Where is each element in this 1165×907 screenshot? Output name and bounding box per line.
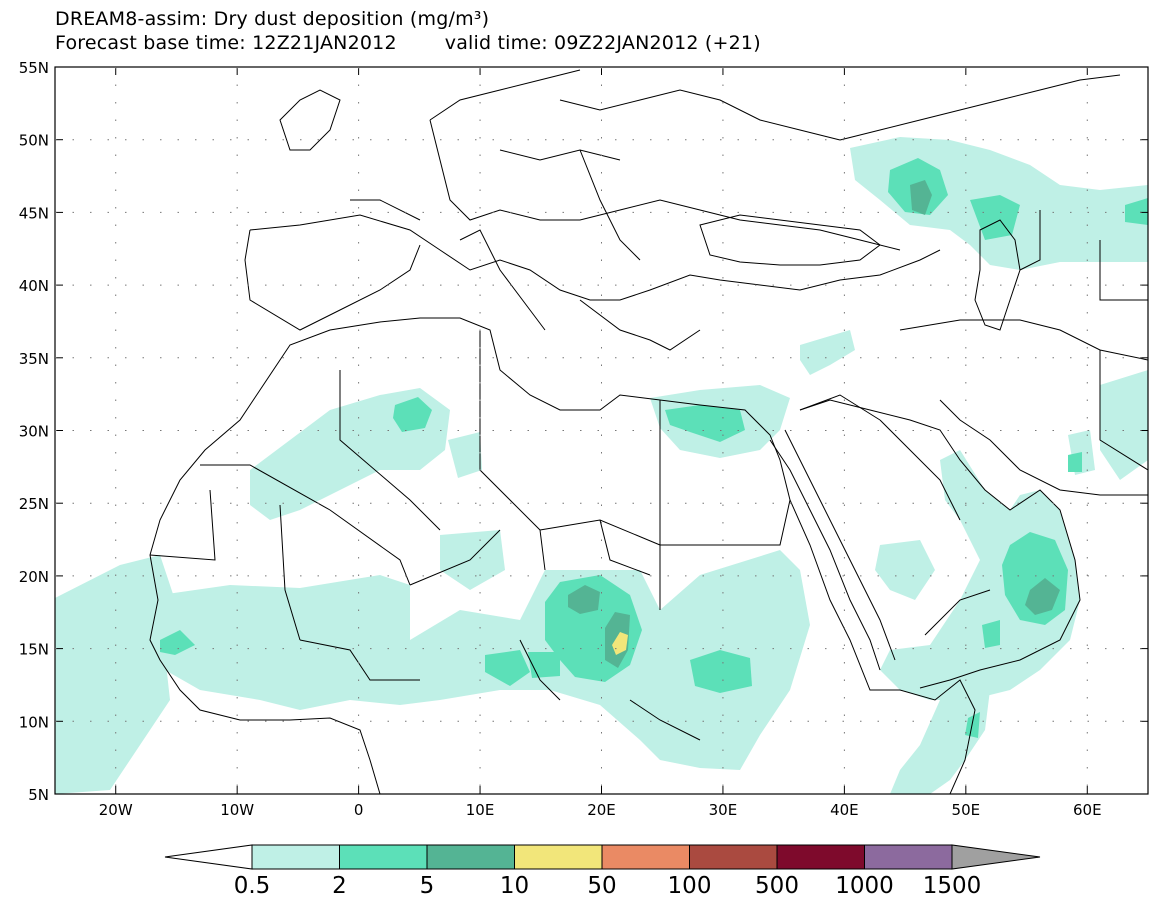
valid-time: valid time: 09Z22JAN2012 (+21) <box>444 32 761 54</box>
colorbar-label: 5 <box>420 873 435 899</box>
colorbar-segment <box>426 844 515 870</box>
lat-tick-label: 5N <box>28 786 49 804</box>
colorbar: 0.5 2 5 10 50 100 500 1000 1500 <box>164 844 1041 899</box>
colorbar-label: 100 <box>668 873 712 899</box>
lat-tick-label: 45N <box>19 204 49 222</box>
colorbar-segment <box>776 844 865 870</box>
lat-tick-label: 50N <box>19 132 49 150</box>
dotted-gridlines <box>55 67 1148 794</box>
lon-tick-label: 60E <box>1073 801 1102 819</box>
colorbar-over-triangle <box>951 844 1041 870</box>
map-subtitle: Forecast base time: 12Z21JAN2012 valid ti… <box>55 32 761 54</box>
colorbar-segment <box>689 844 778 870</box>
longitude-axis: 20W 10W 0 10E 20E 30E 40E 50E 60E <box>99 67 1102 819</box>
colorbar-segment <box>514 844 603 870</box>
colorbar-under-triangle <box>164 844 253 870</box>
colorbar-label: 500 <box>755 873 799 899</box>
colorbar-label: 50 <box>587 873 616 899</box>
lon-tick-label: 50E <box>952 801 981 819</box>
lon-tick-label: 10W <box>220 801 254 819</box>
lat-tick-label: 40N <box>19 277 49 295</box>
lon-tick-label: 20W <box>99 801 133 819</box>
colorbar-label: 1500 <box>923 873 982 899</box>
lat-tick-label: 20N <box>19 568 49 586</box>
lon-tick-label: 40E <box>830 801 859 819</box>
lat-tick-label: 25N <box>19 495 49 513</box>
lon-tick-label: 30E <box>709 801 738 819</box>
latitude-axis: 55N 50N 45N 40N 35N 30N 25N 20N 15N 10N 5N <box>19 59 1148 804</box>
lat-tick-label: 15N <box>19 641 49 659</box>
deposition-10-50-areas <box>612 632 628 655</box>
colorbar-label: 10 <box>500 873 529 899</box>
lat-tick-label: 10N <box>19 713 49 731</box>
map-title: DREAM8-assim: Dry dust deposition (mg/m³… <box>55 8 490 30</box>
colorbar-segment <box>339 844 428 870</box>
colorbar-label: 1000 <box>835 873 894 899</box>
colorbar-segment <box>251 844 340 870</box>
colorbar-segment <box>601 844 690 870</box>
dust-deposition-shading <box>55 137 1148 794</box>
colorbar-label: 0.5 <box>234 873 271 899</box>
lon-tick-label: 0 <box>354 801 364 819</box>
lon-tick-label: 20E <box>587 801 616 819</box>
lon-tick-label: 10E <box>466 801 495 819</box>
coastlines-and-borders <box>149 69 1148 794</box>
lat-tick-label: 30N <box>19 423 49 441</box>
lat-tick-label: 35N <box>19 350 49 368</box>
lat-tick-label: 55N <box>19 59 49 77</box>
base-time: Forecast base time: 12Z21JAN2012 <box>55 32 397 54</box>
colorbar-segment <box>864 844 953 870</box>
colorbar-label: 2 <box>332 873 347 899</box>
